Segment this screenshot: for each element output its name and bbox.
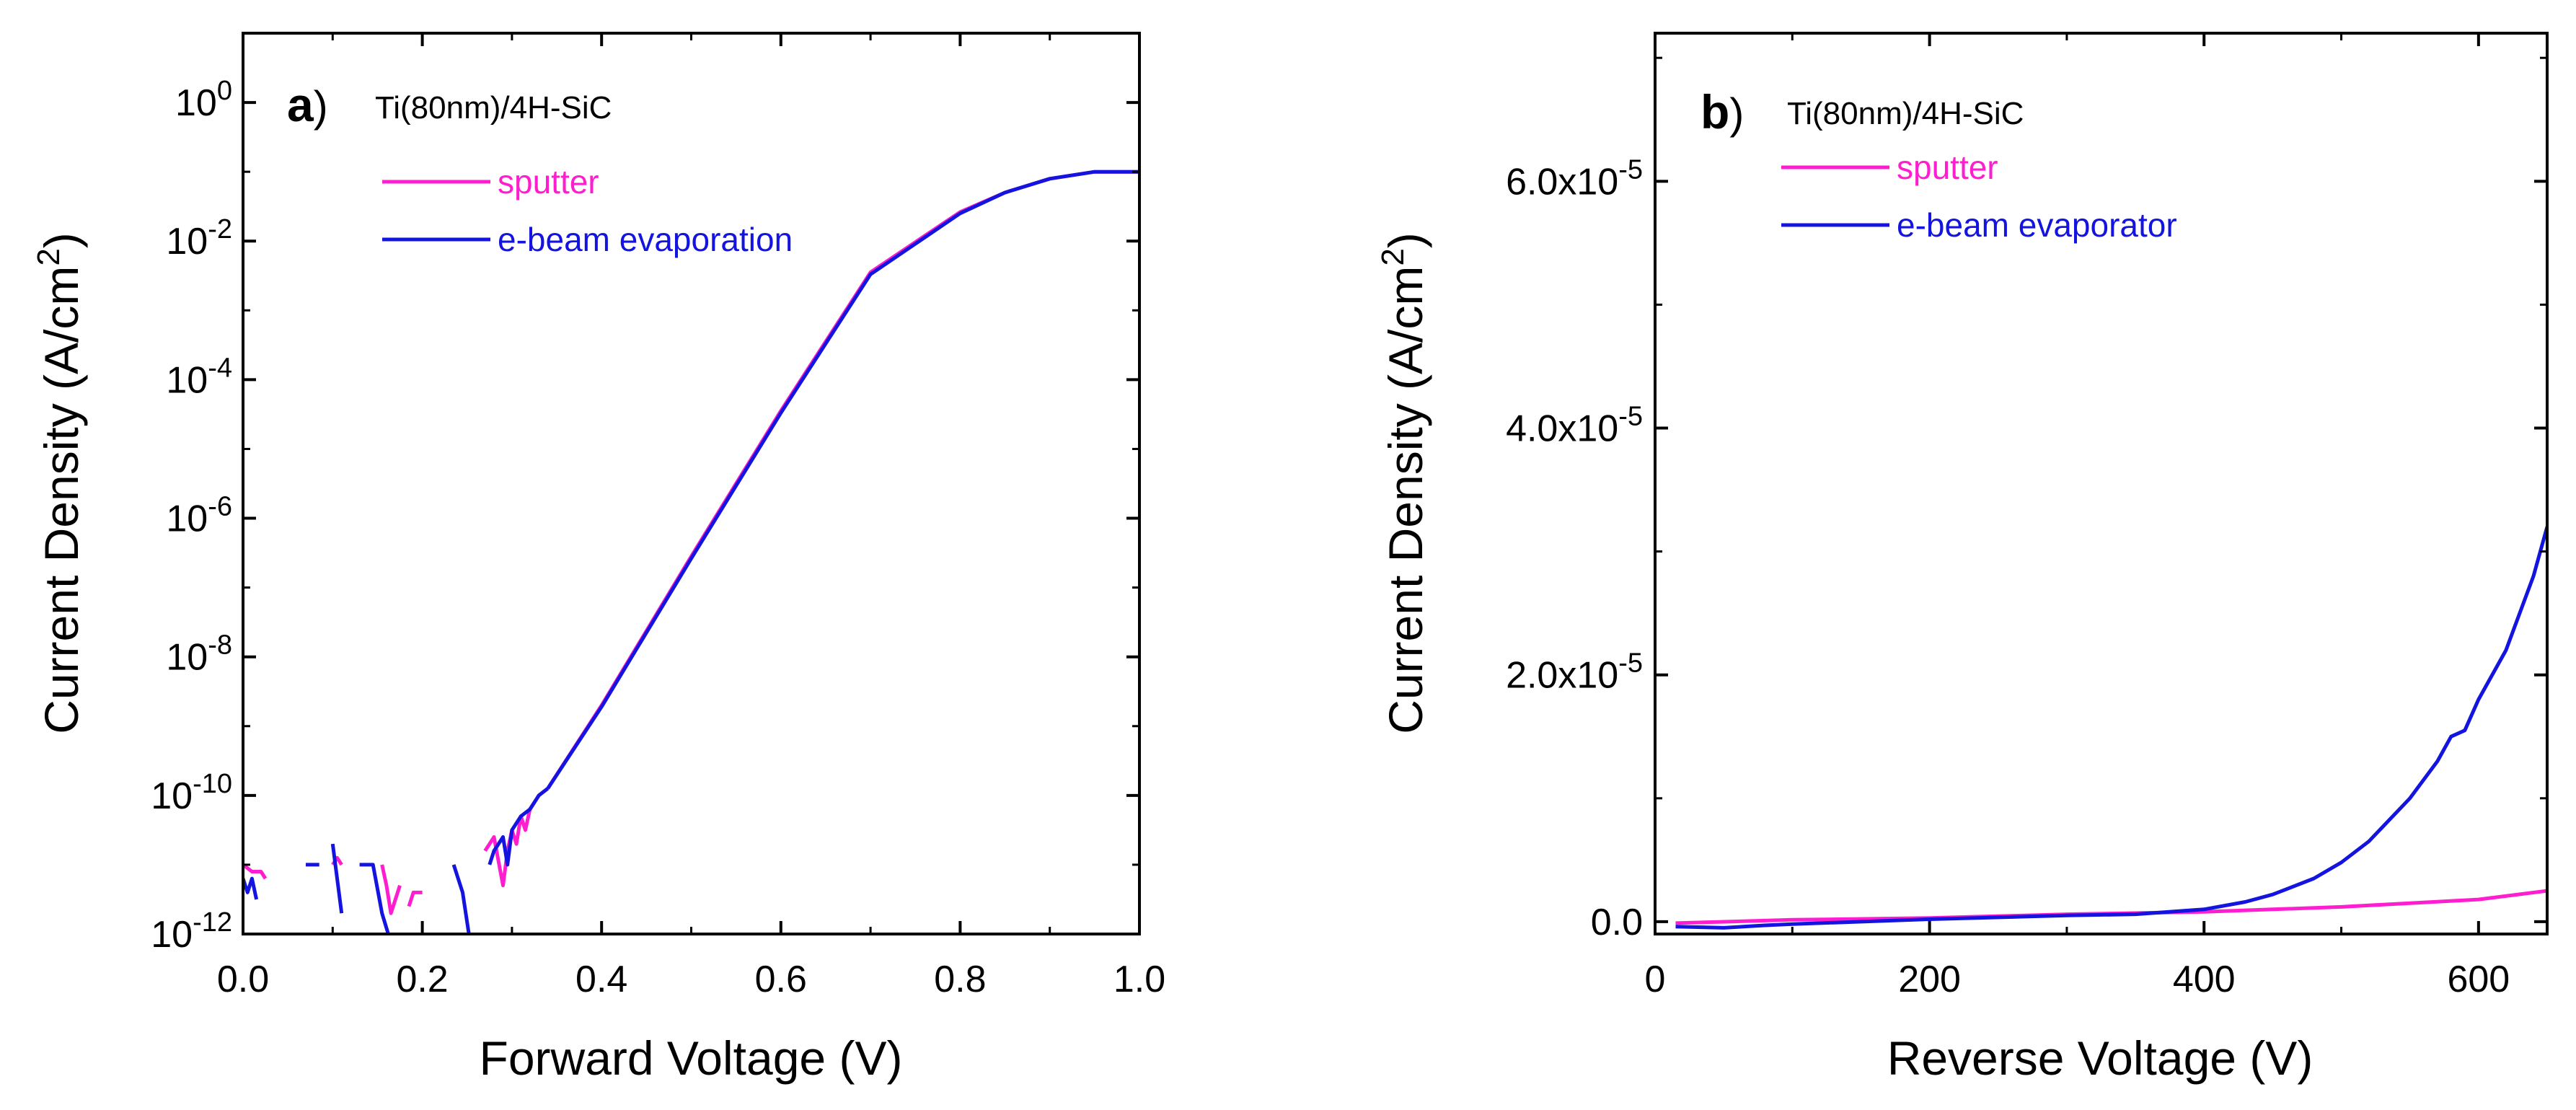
- panel-a-legend-label-sputter: sputter: [498, 163, 599, 201]
- panel-a-series-ebeam-segment-2: [330, 843, 344, 914]
- panel-b-series-ebeam: [1675, 526, 2547, 930]
- panel-a-legend-label-ebeam: e-beam evaporation: [498, 221, 793, 258]
- panel-b-legend-label-ebeam: e-beam evaporator: [1897, 206, 2177, 244]
- panel-b-x-tick-label: 200: [1898, 959, 1961, 1000]
- panel-b-x-tick-label: 400: [2173, 959, 2236, 1000]
- panel-a-x-tick-label: 0.2: [396, 959, 448, 1000]
- panel-a: 0.0 0.2 0.4 0.6 0.8 1.0 10-1210-1010-810-610-…: [31, 32, 1165, 1085]
- panel-b-x-tick-label: 0: [1645, 959, 1666, 1000]
- panel-a-y-tick-label: 10-2: [166, 214, 232, 263]
- panel-a-x-tick-label: 0.8: [934, 959, 986, 1000]
- panel-a-series-ebeam-segment-6: [546, 169, 1139, 790]
- panel-a-y-tick-label: 10-12: [151, 907, 232, 956]
- panel-a-y-tick-label: 10-4: [166, 353, 232, 401]
- panel-a-y-tick-label: 10-10: [151, 769, 232, 817]
- panel-b-y-tick-label: 4.0x10-5: [1506, 402, 1643, 450]
- panel-a-y-tick-label: 100: [175, 76, 232, 124]
- panel-a-series-sputter-segment-5: [546, 169, 1139, 790]
- panel-a-series-sputter-segment-3: [407, 890, 423, 907]
- panel-b-x-axis-title: Reverse Voltage (V): [1887, 1031, 2313, 1085]
- panel-a-x-axis-title: Forward Voltage (V): [480, 1031, 903, 1085]
- panel-a-x-tick-label: 0.6: [755, 959, 807, 1000]
- panel-a-x-tick-label: 0.0: [217, 959, 269, 1000]
- panel-a-x-tick-label: 1.0: [1113, 959, 1165, 1000]
- panel-a-ticks: [242, 32, 1141, 935]
- panel-a-series-ebeam-segment-5: [488, 787, 550, 867]
- panel-a-plot-frame: [242, 32, 1141, 935]
- panel-b-legend-label-sputter: sputter: [1897, 149, 1998, 186]
- panel-b-x-tick-labels: 0 200 400 600: [1645, 959, 2510, 1000]
- panel-b-x-tick-label: 600: [2447, 959, 2510, 1000]
- panel-b-label: b): [1701, 85, 1744, 138]
- panel-a-series-sputter-segment-2: [380, 864, 402, 915]
- panel-a-series-ebeam-segment-4: [451, 864, 471, 934]
- panel-b-curves: [1675, 526, 2547, 930]
- panel-a-y-tick-labels: 10-12 10-10 10-8 10-6 10-4 10-2 100: [151, 76, 232, 956]
- panel-b-plot-frame: [1654, 32, 2549, 935]
- panel-b-y-tick-label: 2.0x10-5: [1506, 648, 1643, 697]
- panel-a-x-tick-labels: 0.0 0.2 0.4 0.6 0.8 1.0: [217, 959, 1165, 1000]
- panel-a-x-tick-label: 0.4: [575, 959, 627, 1000]
- panel-a-series-sputter-segment-4: [483, 787, 550, 888]
- panel-a-label: a): [287, 78, 328, 131]
- panel-a-y-tick-label: 10-8: [166, 630, 232, 679]
- panel-b-legend: sputter e-beam evaporator: [1781, 149, 2177, 244]
- panel-b: 0 200 400 600 0.0 2.0x10-5 4.0x10-5 6.0x10-5 R…: [1375, 32, 2549, 1085]
- panel-b-y-tick-label: 6.0x10-5: [1506, 154, 1643, 203]
- panel-b-annotation: Ti(80nm)/4H-SiC: [1787, 96, 2024, 131]
- panel-a-curves: [243, 169, 1139, 934]
- panel-a-y-tick-label: 10-6: [166, 492, 232, 540]
- panel-a-legend: sputter e-beam evaporation: [382, 163, 793, 258]
- panel-b-series-sputter: [1675, 889, 2547, 925]
- panel-a-y-axis-title: Current Density (A/cm2): [31, 232, 88, 734]
- panel-b-y-axis-title: Current Density (A/cm2): [1375, 232, 1432, 734]
- panel-a-series-ebeam-segment-0: [243, 876, 259, 900]
- panel-a-series-sputter-segment-0: [243, 863, 268, 880]
- panel-b-y-tick-label: 0.0: [1591, 902, 1643, 943]
- panel-a-annotation: Ti(80nm)/4H-SiC: [375, 90, 612, 125]
- panel-a-series-ebeam-segment-3: [359, 863, 390, 934]
- panel-b-y-tick-labels: 0.0 2.0x10-5 4.0x10-5 6.0x10-5: [1506, 154, 1643, 943]
